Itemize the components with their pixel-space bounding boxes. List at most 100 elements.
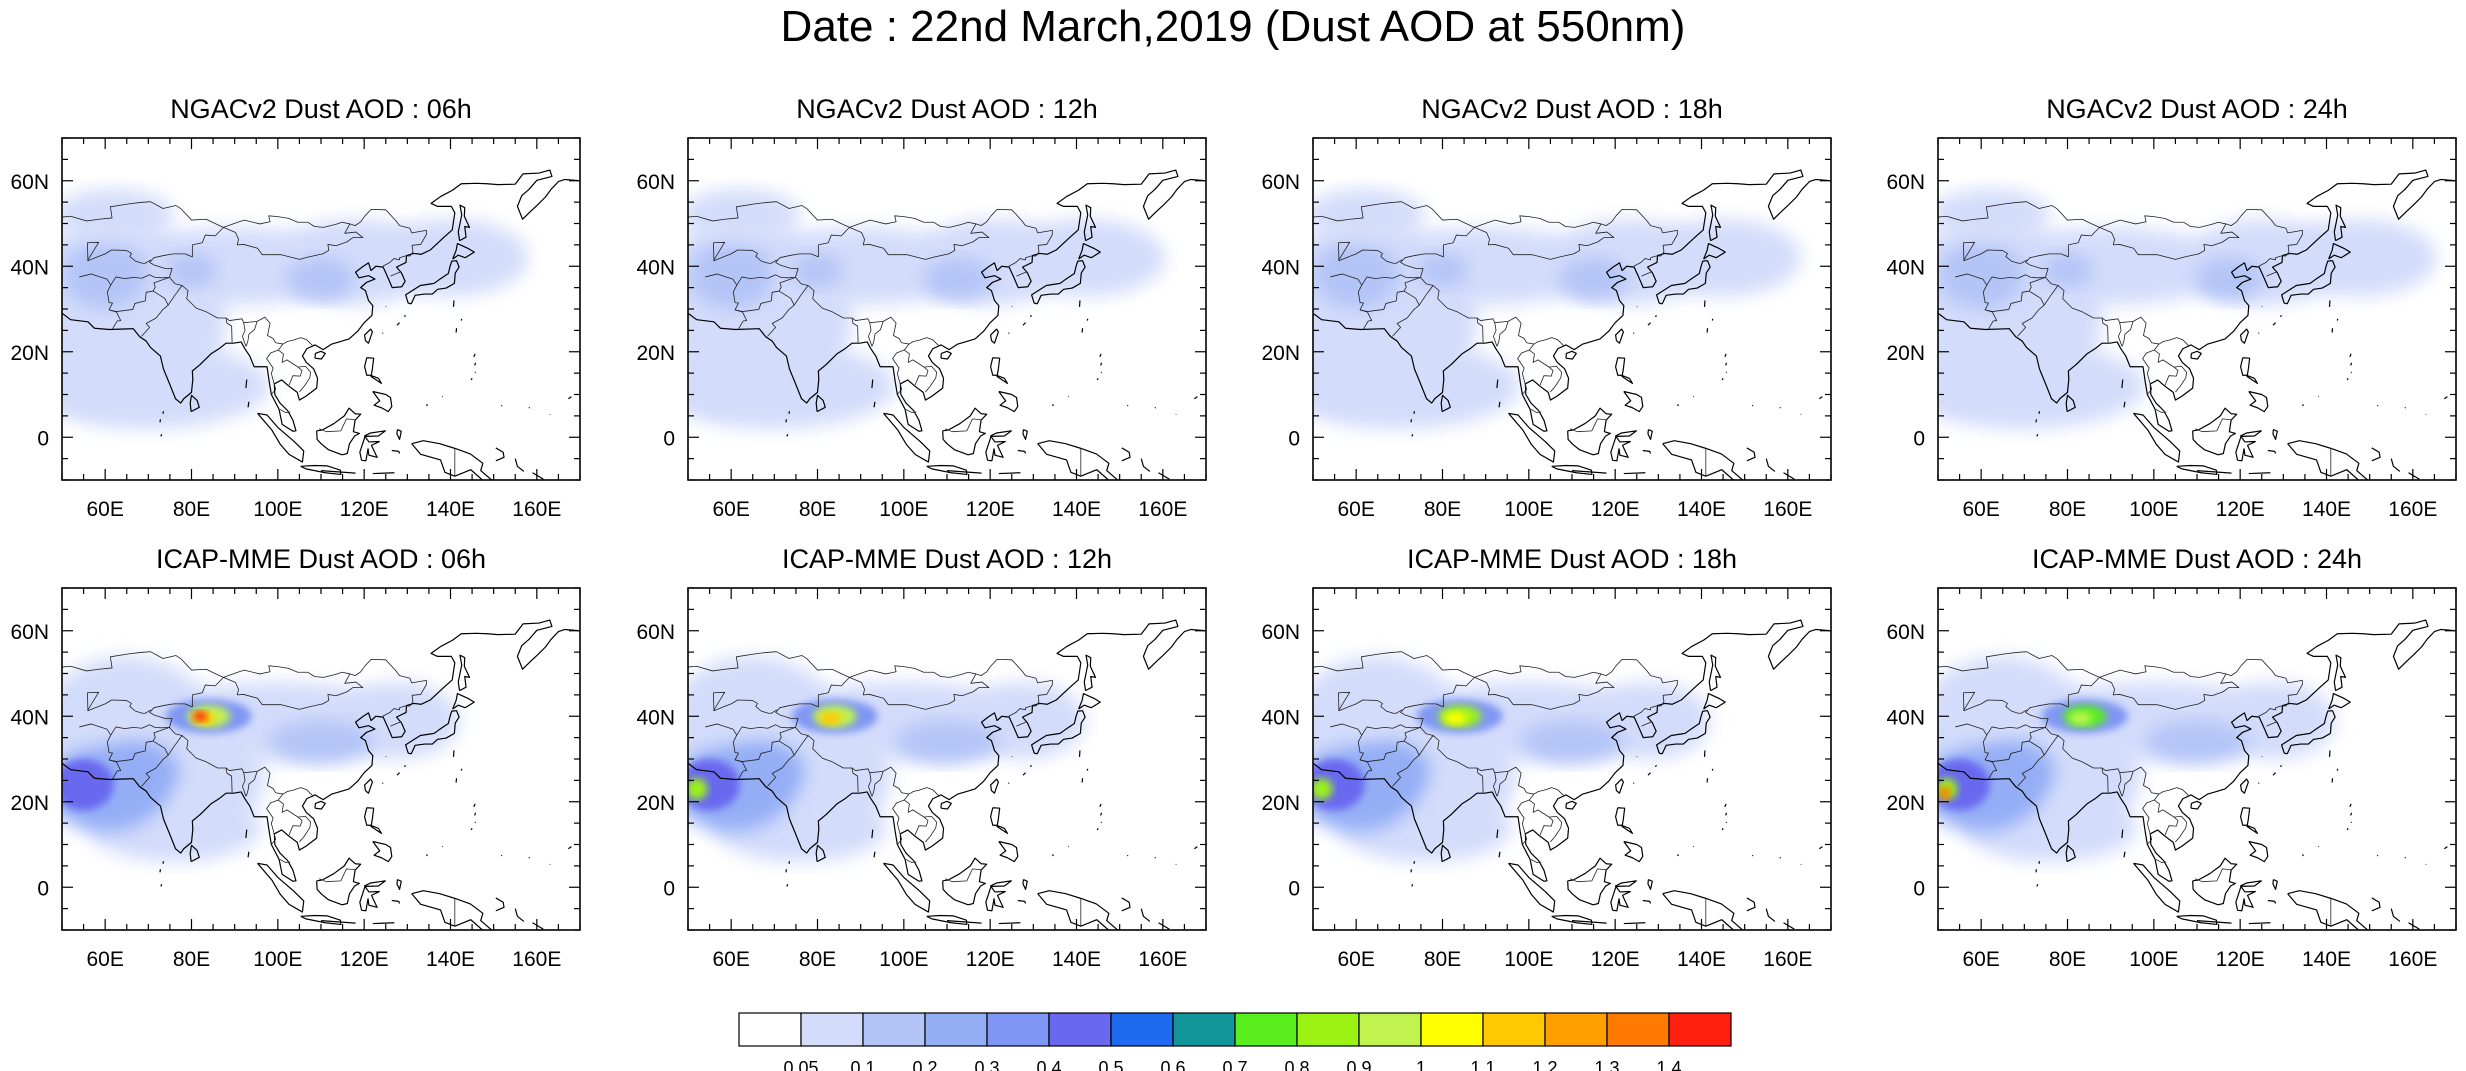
- colorbar-box: [986, 1012, 1050, 1047]
- lon-tick-label: 80E: [2049, 498, 2086, 521]
- colorbar-label: 1.1: [1470, 1058, 1495, 1071]
- lon-tick-label: 60E: [86, 948, 123, 971]
- lon-tick-label: 60E: [1962, 498, 1999, 521]
- colorbar-label: 0.6: [1160, 1058, 1185, 1071]
- lon-tick-label: 80E: [2049, 948, 2086, 971]
- lon-tick-label: 120E: [1591, 498, 1640, 521]
- lat-tick-label: 60N: [10, 621, 49, 644]
- axis-ticks: [61, 587, 581, 931]
- colorbar-label: 0.3: [974, 1058, 999, 1071]
- lon-tick-label: 120E: [966, 498, 1015, 521]
- aod-field: [688, 169, 1206, 480]
- lon-tick-label: 80E: [1424, 498, 1461, 521]
- map-panel-4: NGACv2 Dust AOD : 24h 60E 80E 100E 120E 140E 1…: [1886, 94, 2457, 521]
- aod-patch: [286, 257, 356, 301]
- axis-ticks: [1937, 587, 2457, 931]
- lat-tick-label: 60N: [1886, 171, 1925, 194]
- aod-patch: [688, 343, 896, 429]
- lat-tick-label: 0: [37, 427, 49, 450]
- aod-patch: [688, 189, 801, 241]
- lon-tick-label: 100E: [2129, 948, 2178, 971]
- lat-tick-label: 20N: [636, 792, 675, 815]
- aod-patch: [2069, 711, 2092, 725]
- lon-tick-label: 120E: [2216, 948, 2265, 971]
- aod-patch: [895, 720, 999, 764]
- lat-tick-label: 0: [663, 427, 675, 450]
- coastlines: [688, 619, 1206, 930]
- aod-patch: [1313, 343, 1521, 429]
- lat-tick-label: 20N: [1886, 342, 1925, 365]
- map-panel-6: ICAP-MME Dust AOD : 12h 60E 80E 100E 120E 140…: [636, 544, 1207, 971]
- colorbar-box: [1482, 1012, 1546, 1047]
- country-borders: [1938, 201, 2332, 477]
- colorbar-label: 1: [1416, 1058, 1426, 1071]
- lon-tick-label: 100E: [1504, 948, 1553, 971]
- lon-tick-label: 140E: [1052, 498, 1101, 521]
- lon-tick-label: 140E: [2302, 498, 2351, 521]
- map-panel-5: ICAP-MME Dust AOD : 06h 60E 80E 100E 120E 140…: [10, 544, 581, 971]
- lon-tick-label: 100E: [1504, 498, 1553, 521]
- lon-tick-label: 80E: [799, 498, 836, 521]
- lon-tick-label: 60E: [1962, 948, 1999, 971]
- lon-tick-label: 140E: [1052, 948, 1101, 971]
- lat-tick-label: 0: [37, 877, 49, 900]
- lat-tick-label: 60N: [1261, 171, 1300, 194]
- colorbar-box: [738, 1012, 802, 1047]
- panel-title: ICAP-MME Dust AOD : 12h: [782, 544, 1112, 574]
- aod-patch: [62, 240, 149, 309]
- lat-tick-label: 20N: [10, 792, 49, 815]
- aod-patch: [1313, 240, 1400, 309]
- colorbar-box: [1544, 1012, 1608, 1047]
- colorbar-label: 0.05: [783, 1058, 818, 1071]
- panel-title: NGACv2 Dust AOD : 12h: [796, 94, 1098, 124]
- colorbar-box: [800, 1012, 864, 1047]
- aod-patch: [1520, 720, 1624, 764]
- lon-tick-label: 160E: [1763, 948, 1812, 971]
- lat-tick-label: 0: [663, 877, 675, 900]
- lon-tick-label: 160E: [1138, 948, 1187, 971]
- lat-tick-label: 60N: [1886, 621, 1925, 644]
- lat-tick-label: 0: [1913, 427, 1925, 450]
- lon-tick-label: 60E: [712, 948, 749, 971]
- colorbar-box: [1234, 1012, 1298, 1047]
- colorbar-label: 0.5: [1098, 1058, 1123, 1071]
- aod-patch: [1989, 227, 2232, 305]
- map-panel-7: ICAP-MME Dust AOD : 18h 60E 80E 100E 120E 140…: [1261, 544, 1832, 971]
- colorbar-box: [1172, 1012, 1236, 1047]
- lon-tick-label: 120E: [1591, 948, 1640, 971]
- lon-tick-label: 160E: [1763, 498, 1812, 521]
- aod-field: [1938, 619, 2456, 930]
- lon-tick-label: 140E: [1677, 948, 1726, 971]
- lon-tick-label: 160E: [512, 948, 561, 971]
- colorbar-label: 0.2: [912, 1058, 937, 1071]
- aod-patch: [1645, 219, 1801, 297]
- aod-patch: [923, 257, 993, 301]
- colorbar-label: 1.4: [1656, 1058, 1681, 1071]
- lon-tick-label: 80E: [1424, 948, 1461, 971]
- colorbar-label: 0.9: [1346, 1058, 1371, 1071]
- lon-tick-label: 140E: [1677, 498, 1726, 521]
- lat-tick-label: 40N: [636, 256, 675, 279]
- aod-patch: [165, 253, 218, 288]
- lat-tick-label: 0: [1288, 877, 1300, 900]
- aod-patch: [269, 720, 373, 764]
- colorbar-label: 0.4: [1036, 1058, 1061, 1071]
- lat-tick-label: 0: [1913, 877, 1925, 900]
- aod-patch: [1976, 741, 2055, 802]
- aod-patch: [2145, 720, 2249, 764]
- colorbar-label: 1.2: [1532, 1058, 1557, 1071]
- lon-tick-label: 60E: [86, 498, 123, 521]
- colorbar: 0.05 0.1 0.2 0.3 0.4 0.5 0.6 0.7 0.8 0.9 1 1.1 1.2 1.…: [738, 1012, 1732, 1071]
- lon-tick-label: 60E: [712, 498, 749, 521]
- lon-tick-label: 160E: [512, 498, 561, 521]
- axis-ticks: [687, 137, 1207, 481]
- panel-title: ICAP-MME Dust AOD : 18h: [1407, 544, 1737, 574]
- lat-tick-label: 20N: [1886, 792, 1925, 815]
- aod-patch: [2041, 253, 2094, 288]
- lat-tick-label: 40N: [1261, 256, 1300, 279]
- aod-patch: [1009, 219, 1165, 297]
- axis-ticks: [687, 587, 1207, 931]
- panel-title: NGACv2 Dust AOD : 06h: [170, 94, 472, 124]
- aod-patch: [1938, 240, 2025, 309]
